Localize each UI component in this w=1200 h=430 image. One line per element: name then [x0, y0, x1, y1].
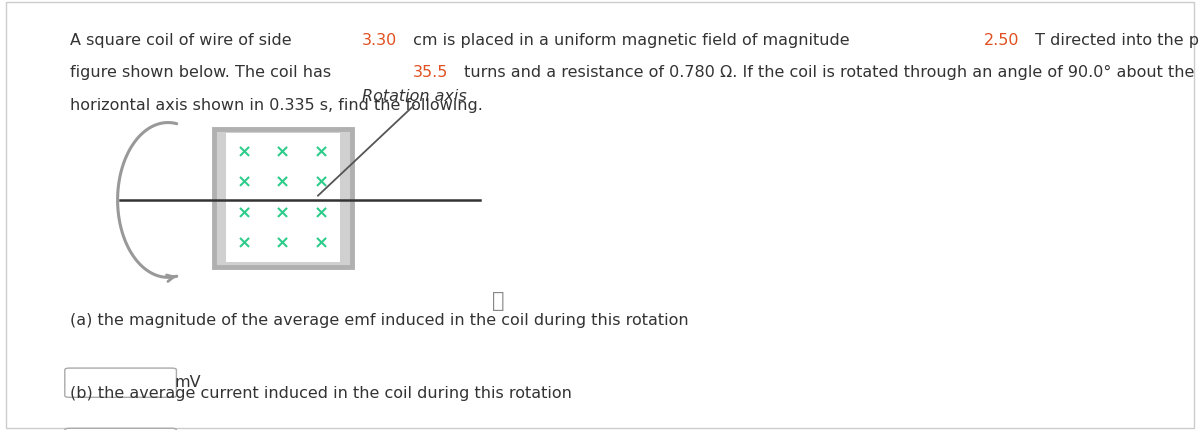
Text: ×: × — [313, 143, 329, 161]
Bar — [226, 133, 340, 262]
Text: ×: × — [313, 174, 329, 192]
Text: Rotation axis: Rotation axis — [361, 89, 467, 104]
Text: mV: mV — [174, 375, 200, 390]
Text: 3.30: 3.30 — [362, 33, 397, 48]
Text: figure shown below. The coil has: figure shown below. The coil has — [70, 65, 336, 80]
Text: T directed into the page as in the: T directed into the page as in the — [1030, 33, 1200, 48]
Text: ×: × — [275, 234, 290, 252]
Text: turns and a resistance of 0.780 Ω. If the coil is rotated through an angle of 90: turns and a resistance of 0.780 Ω. If th… — [458, 65, 1194, 80]
FancyBboxPatch shape — [65, 368, 176, 397]
Text: cm is placed in a uniform magnetic field of magnitude: cm is placed in a uniform magnetic field… — [408, 33, 854, 48]
Text: (a) the magnitude of the average emf induced in the coil during this rotation: (a) the magnitude of the average emf ind… — [70, 313, 689, 328]
Text: (b) the average current induced in the coil during this rotation: (b) the average current induced in the c… — [70, 386, 571, 401]
Text: ×: × — [236, 234, 252, 252]
Text: 35.5: 35.5 — [413, 65, 449, 80]
Text: ×: × — [236, 204, 252, 222]
Text: 2.50: 2.50 — [984, 33, 1020, 48]
Text: ⓘ: ⓘ — [492, 291, 504, 311]
Text: horizontal axis shown in 0.335 s, find the following.: horizontal axis shown in 0.335 s, find t… — [70, 98, 482, 113]
Bar — [214, 129, 352, 267]
Text: ×: × — [313, 234, 329, 252]
Text: ×: × — [313, 204, 329, 222]
Text: ×: × — [275, 204, 290, 222]
FancyBboxPatch shape — [65, 428, 176, 430]
Text: ×: × — [275, 174, 290, 192]
Text: ×: × — [236, 174, 252, 192]
Text: A square coil of wire of side: A square coil of wire of side — [70, 33, 296, 48]
Text: ×: × — [275, 143, 290, 161]
Text: ×: × — [236, 143, 252, 161]
